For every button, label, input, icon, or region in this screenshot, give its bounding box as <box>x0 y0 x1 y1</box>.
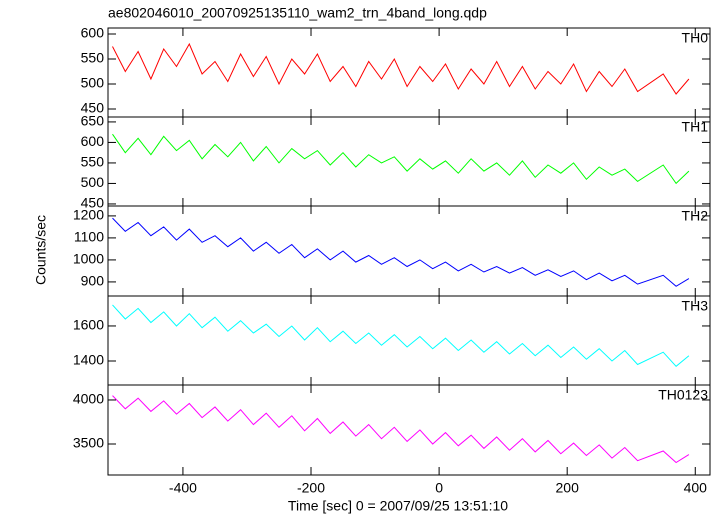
x-axis-label: Time [sec] 0 = 2007/09/25 13:51:10 <box>288 498 508 514</box>
y-tick-label: 600 <box>81 25 105 41</box>
panel-frame <box>107 295 711 386</box>
panel-label: TH0123 <box>658 387 708 403</box>
x-tick-label: -200 <box>297 480 325 496</box>
panel-frame <box>107 27 711 118</box>
panel-frame <box>107 205 711 297</box>
y-tick-label: 1200 <box>73 207 104 223</box>
data-line <box>112 395 690 464</box>
y-tick-label: 1100 <box>74 229 104 245</box>
y-tick-label: 650 <box>81 113 105 129</box>
x-tick-label: 400 <box>684 480 708 496</box>
x-tick-label: -400 <box>169 480 197 496</box>
y-tick-label: 600 <box>81 133 105 149</box>
x-tick-label: 0 <box>435 480 443 496</box>
y-tick-label: 1400 <box>73 352 104 368</box>
panel-frame <box>107 116 711 207</box>
data-line <box>112 304 690 367</box>
y-tick-label: 4000 <box>73 391 104 407</box>
y-tick-label: 450 <box>81 195 105 211</box>
y-tick-label: 500 <box>81 174 105 190</box>
y-tick-label: 550 <box>81 154 105 170</box>
y-axis-label: Counts/sec <box>33 215 49 285</box>
data-line <box>112 133 690 185</box>
panel-label: TH1 <box>682 119 709 135</box>
data-line <box>112 42 690 95</box>
y-tick-label: 1000 <box>73 251 104 267</box>
panel-label: TH2 <box>682 208 709 224</box>
y-tick-label: 1600 <box>73 317 104 333</box>
y-tick-label: 450 <box>81 100 105 116</box>
x-tick-label: 200 <box>556 480 580 496</box>
y-tick-label: 900 <box>81 273 105 289</box>
panel-label: TH0 <box>682 30 709 46</box>
panel-label: TH3 <box>682 298 709 314</box>
y-tick-label: 3500 <box>73 435 104 451</box>
panel-frame <box>107 384 711 476</box>
data-line <box>112 217 690 287</box>
y-tick-label: 550 <box>81 50 105 66</box>
y-tick-label: 500 <box>81 75 105 91</box>
chart-title: ae802046010_20070925135110_wam2_trn_4ban… <box>108 5 487 21</box>
